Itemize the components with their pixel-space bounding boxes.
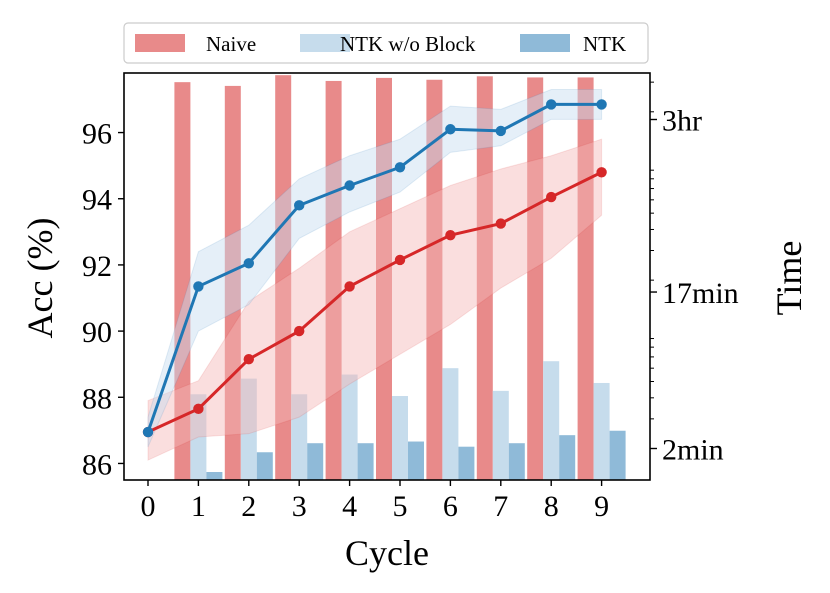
plot-frame: [123, 72, 651, 481]
bar-naive-cycle-6: [426, 79, 443, 480]
bar-ntk-cycle-8: [559, 435, 576, 480]
legend-swatch-0: [135, 34, 185, 52]
line-point-1-cycle-4: [344, 180, 355, 191]
bars-layer: [174, 75, 626, 481]
bar-ntk-w-o-block-cycle-1: [190, 394, 207, 480]
bar-ntk-cycle-2: [256, 452, 273, 480]
legend-box: [123, 22, 649, 64]
x-tick-label: 9: [594, 490, 609, 523]
bar-naive-cycle-5: [376, 77, 392, 481]
legend: Naive NTK w/o Block NTK: [123, 22, 649, 64]
y-left-tick-label: 90: [82, 316, 112, 349]
y-right-tick-label: 17min: [662, 277, 739, 310]
x-tick-label: 5: [393, 490, 408, 523]
bar-ntk-w-o-block-cycle-7: [492, 390, 509, 480]
bar-ntk-w-o-block-cycle-9: [593, 382, 610, 480]
bar-naive-cycle-4: [325, 80, 342, 480]
legend-label-1: NTK w/o Block: [340, 32, 476, 56]
y-left-tick-label: 88: [82, 382, 112, 415]
y-right-tick-label: 2min: [662, 434, 724, 467]
line-series-0: [147, 170, 603, 434]
confidence-band-0: [147, 138, 603, 461]
line-point-0-cycle-8: [546, 191, 557, 203]
line-point-0-cycle-5: [394, 254, 406, 266]
bar-naive-cycle-9: [577, 77, 594, 481]
x-axis-label: Cycle: [345, 533, 429, 573]
line-point-0-cycle-3: [294, 325, 305, 337]
x-tick-label: 3: [292, 490, 307, 523]
bar-ntk-cycle-3: [307, 443, 324, 480]
bar-ntk-cycle-5: [408, 441, 424, 480]
bar-ntk-cycle-9: [609, 430, 626, 480]
bar-ntk-cycle-4: [357, 443, 374, 480]
x-tick-label: 1: [191, 490, 206, 523]
bar-ntk-cycle-6: [458, 446, 475, 480]
legend-label-2: NTK: [583, 32, 626, 56]
x-tick-label: 0: [141, 490, 156, 523]
legend-swatch-1: [300, 34, 350, 52]
y-axis-left-label: Acc (%): [20, 218, 60, 339]
y-left-tick-label: 96: [82, 118, 112, 151]
x-tick-label: 6: [443, 490, 458, 523]
line-point-0-cycle-9: [596, 167, 607, 178]
bar-ntk-w-o-block-cycle-8: [543, 361, 560, 480]
line-point-0-cycle-4: [344, 281, 355, 292]
y-left-tick-label: 94: [82, 184, 112, 217]
line-point-1-cycle-9: [596, 99, 607, 110]
line-point-0-cycle-1: [193, 403, 204, 415]
bar-naive-cycle-7: [476, 76, 493, 480]
x-tick-label: 4: [342, 490, 357, 523]
line-point-1-cycle-0: [142, 426, 154, 438]
line-point-1-cycle-3: [294, 200, 305, 211]
line-series-1: [146, 102, 602, 433]
y-left-tick-label: 92: [82, 250, 112, 283]
bar-ntk-cycle-1: [206, 472, 223, 480]
line-point-1-cycle-7: [495, 125, 506, 137]
bar-ntk-cycle-7: [508, 443, 525, 480]
bar-ntk-w-o-block-cycle-4: [341, 374, 358, 480]
bar-naive-cycle-8: [527, 77, 544, 481]
bar-ntk-w-o-block-cycle-5: [392, 396, 408, 480]
bar-ntk-w-o-block-cycle-2: [240, 378, 257, 480]
line-point-1-cycle-8: [546, 99, 557, 110]
y-axis-right-label: Time: [769, 241, 809, 316]
bar-ntk-w-o-block-cycle-6: [442, 368, 459, 480]
line-point-1-cycle-6: [445, 124, 456, 135]
x-tick-label: 7: [493, 490, 508, 523]
line-point-1-cycle-1: [193, 281, 204, 292]
lines-layer: [142, 99, 607, 438]
line-point-0-cycle-7: [495, 218, 506, 229]
line-point-1-cycle-5: [394, 162, 406, 173]
bar-naive-cycle-2: [224, 85, 241, 480]
y-right-tick-label: 3hr: [662, 105, 702, 138]
x-tick-label: 2: [241, 490, 256, 523]
legend-swatch-2: [520, 34, 570, 52]
axes-layer: 86 88 90 92 94 96 2min 17min 3hr 0 1 2 3 4 5 6 7 8 9: [82, 72, 739, 523]
legend-label-0: Naive: [206, 32, 256, 56]
line-point-1-cycle-2: [243, 258, 254, 269]
bar-ntk-w-o-block-cycle-3: [291, 394, 308, 480]
y-left-tick-label: 86: [82, 448, 112, 481]
bar-naive-cycle-3: [275, 75, 292, 481]
bar-naive-cycle-1: [174, 82, 191, 480]
line-point-0-cycle-6: [445, 229, 456, 241]
x-tick-label: 8: [544, 490, 559, 523]
line-point-0-cycle-2: [243, 354, 254, 365]
